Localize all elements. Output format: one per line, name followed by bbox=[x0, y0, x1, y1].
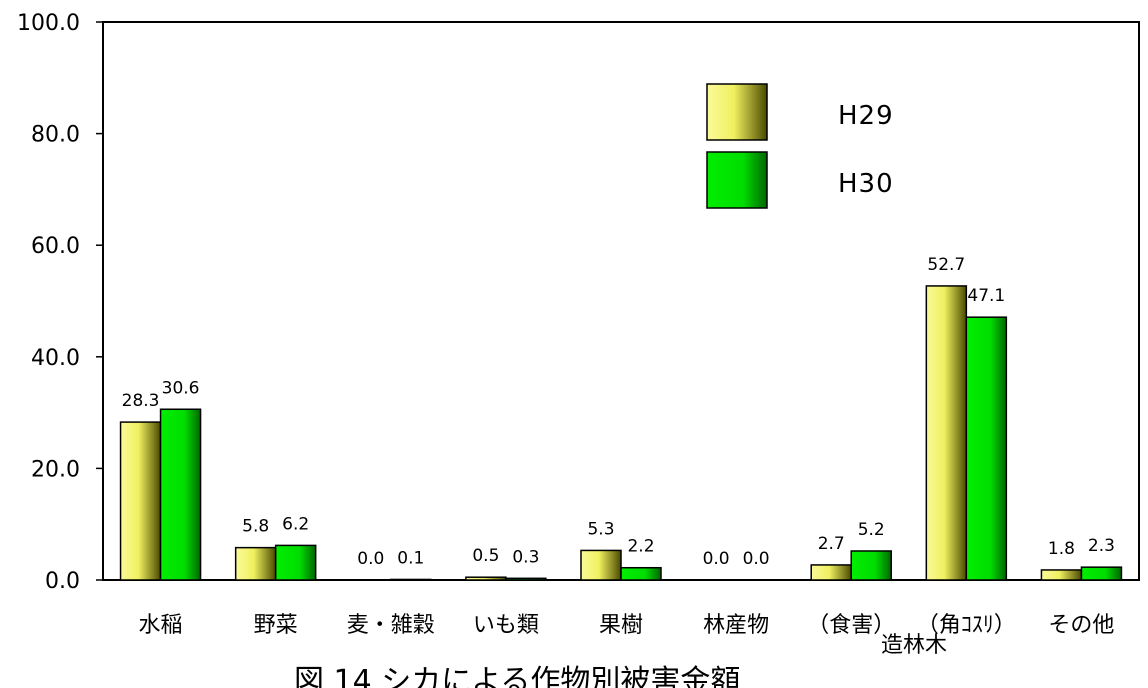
x-category-label: 林産物 bbox=[703, 613, 769, 638]
x-category-label: 果樹 bbox=[599, 613, 643, 638]
data-label: 2.3 bbox=[1088, 536, 1115, 556]
data-label: 52.7 bbox=[927, 255, 965, 275]
category-group-label: 造林木 bbox=[881, 633, 947, 658]
y-tick-label: 60.0 bbox=[31, 234, 80, 259]
data-label: 30.6 bbox=[162, 378, 200, 398]
x-category-label: 麦・雑穀 bbox=[347, 613, 435, 638]
bar-h30-1 bbox=[274, 544, 317, 581]
bar-h29-0 bbox=[119, 421, 162, 581]
y-axis: 0.0 20.0 40.0 60.0 80.0 100.0 bbox=[17, 11, 103, 594]
bar-h30-7 bbox=[965, 316, 1008, 581]
bar-h29-7 bbox=[925, 285, 968, 581]
data-label: 2.7 bbox=[818, 534, 845, 554]
data-label: 0.1 bbox=[397, 548, 424, 568]
bar-h30-3 bbox=[505, 577, 547, 581]
data-label: 2.2 bbox=[627, 537, 654, 557]
bars-layer bbox=[119, 285, 1123, 581]
y-tick-label: 20.0 bbox=[31, 457, 80, 482]
bar-h30-0 bbox=[159, 408, 202, 581]
x-category-label: その他 bbox=[1048, 613, 1114, 638]
y-tick-label: 40.0 bbox=[31, 346, 80, 371]
bar-h30-6 bbox=[850, 550, 892, 581]
bar-h30-8 bbox=[1080, 566, 1123, 581]
data-label: 0.3 bbox=[512, 547, 539, 567]
data-label: 0.0 bbox=[357, 549, 384, 569]
data-label: 28.3 bbox=[122, 391, 160, 411]
data-label: 5.3 bbox=[587, 519, 614, 539]
data-label: 5.8 bbox=[242, 517, 269, 537]
data-label: 5.2 bbox=[858, 520, 885, 540]
figure-caption: 図 14 シカによる作物別被害金額 bbox=[294, 664, 740, 688]
data-label: 47.1 bbox=[967, 286, 1005, 306]
y-tick-label: 0.0 bbox=[45, 569, 80, 594]
data-label: 6.2 bbox=[282, 514, 309, 534]
x-category-label: いも類 bbox=[473, 613, 539, 638]
x-axis: 水稲 野菜 麦・雑穀 いも類 果樹 林産物 （食害） （角ｺｽﾘ） その他 bbox=[139, 613, 1115, 638]
bar-h29-4 bbox=[580, 549, 622, 581]
data-labels-layer: 28.330.6 5.8 6.2 0.0 0.1 0.5 0.3 5.3 2.2 0.0 0.0 2.… bbox=[122, 255, 1115, 569]
y-tick-label: 80.0 bbox=[31, 123, 80, 148]
y-tick-label: 100.0 bbox=[17, 11, 80, 36]
data-label: 0.5 bbox=[472, 546, 499, 566]
legend-swatch-h30 bbox=[706, 151, 768, 209]
x-category-label: （角ｺｽﾘ） bbox=[917, 613, 1016, 638]
bar-h30-2 bbox=[390, 578, 432, 581]
data-label: 0.0 bbox=[703, 549, 730, 569]
x-category-label: 野菜 bbox=[254, 613, 298, 638]
bar-h29-1 bbox=[234, 546, 277, 581]
legend-swatch-h29 bbox=[706, 83, 768, 141]
legend-label-h30: H30 bbox=[838, 169, 894, 199]
data-label: 0.0 bbox=[743, 549, 770, 569]
legend-label-h29: H29 bbox=[838, 101, 894, 131]
bar-h29-6 bbox=[810, 564, 852, 581]
x-category-label: （食害） bbox=[807, 613, 895, 638]
data-label: 1.8 bbox=[1048, 539, 1075, 559]
bar-h29-3 bbox=[465, 576, 507, 581]
bar-h30-4 bbox=[620, 566, 662, 581]
x-category-label: 水稲 bbox=[139, 613, 183, 638]
legend: H29 H30 bbox=[706, 83, 894, 209]
bar-h29-8 bbox=[1040, 569, 1083, 581]
